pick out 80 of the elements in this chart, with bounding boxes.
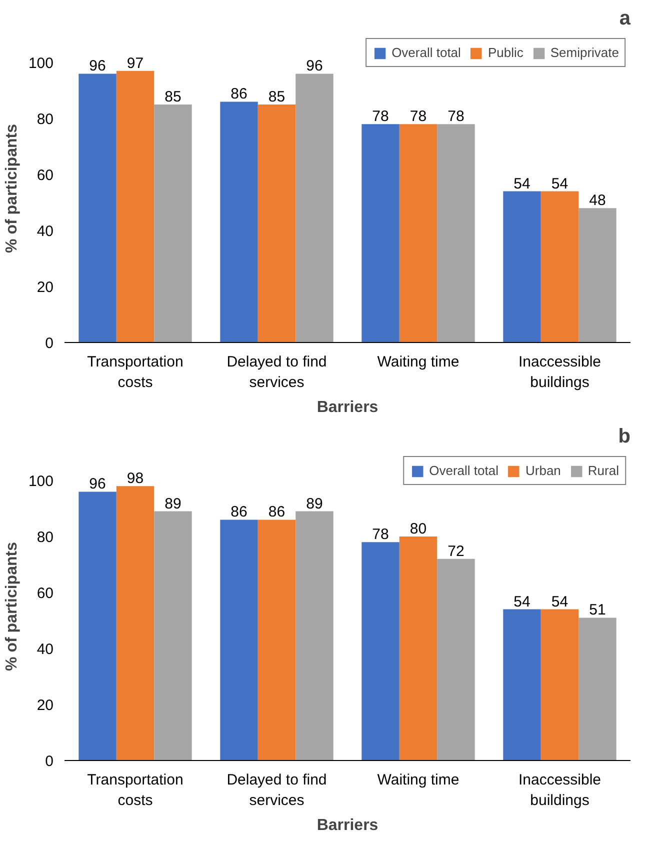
bar [220, 102, 258, 342]
data-label: 54 [514, 175, 530, 192]
data-label: 54 [514, 593, 530, 610]
bar [154, 104, 192, 342]
bar [578, 618, 616, 760]
data-label: 54 [551, 593, 568, 610]
bar [437, 558, 475, 760]
bar [362, 124, 400, 342]
bar [258, 520, 296, 760]
bar [578, 208, 616, 342]
text: b [618, 426, 630, 448]
data-label: 80 [410, 520, 427, 538]
bar [362, 542, 400, 760]
bar [503, 609, 541, 760]
data-label: 51 [589, 602, 606, 619]
data-label: 72 [448, 542, 464, 560]
bar [437, 124, 475, 342]
bar [220, 520, 258, 760]
data-label: 96 [306, 58, 323, 75]
legend-label: Overall total [429, 463, 498, 478]
bar [116, 486, 154, 760]
y-axis-title: % of participants [3, 124, 20, 253]
data-label: 54 [551, 175, 568, 192]
bar [116, 70, 154, 342]
x-axis-title: Barriers [316, 816, 378, 834]
y-tick-label: 20 [36, 279, 54, 296]
data-label: 86 [230, 86, 248, 103]
y-tick-label: 0 [45, 753, 54, 770]
legend-label: Rural [588, 463, 619, 478]
bar [540, 609, 579, 760]
data-label: 78 [448, 108, 464, 126]
bar [258, 104, 296, 342]
x-tick-label: Delayed to find services [226, 772, 327, 809]
data-label: 97 [126, 54, 144, 72]
legend-label: Semiprivate [550, 45, 619, 60]
y-tick-label: 60 [36, 585, 54, 602]
y-tick-label: 20 [36, 697, 54, 714]
data-label: 85 [164, 88, 182, 106]
y-tick-label: 40 [36, 223, 54, 240]
y-tick-label: 80 [36, 529, 54, 546]
x-tick-label: Inaccessible buildings [518, 354, 602, 391]
legend-label: Urban [526, 463, 561, 478]
x-tick-label: Waiting time [377, 354, 460, 370]
x-tick-label: Inaccessible buildings [518, 772, 602, 809]
text: a [619, 8, 632, 30]
y-axis-title: % of participants [3, 542, 20, 671]
data-label: 98 [126, 470, 144, 488]
x-tick-label: Transportation costs [87, 772, 184, 809]
y-tick-label: 100 [28, 55, 54, 72]
bar [540, 191, 579, 342]
x-tick-label: Delayed to find services [226, 354, 327, 391]
legend-label: Overall total [392, 45, 461, 60]
y-tick-label: 80 [36, 111, 54, 128]
bar [78, 492, 116, 760]
data-label: 86 [230, 504, 248, 521]
data-label: 78 [372, 526, 389, 544]
data-label: 48 [589, 192, 606, 210]
data-label: 89 [164, 495, 182, 512]
bar [296, 74, 334, 342]
legend-label: Public [488, 45, 524, 60]
bar [78, 74, 116, 342]
data-label: 85 [268, 88, 286, 106]
x-tick-label: Transportation costs [87, 354, 184, 391]
x-axis-title: Barriers [316, 398, 378, 416]
data-label: 96 [89, 58, 106, 75]
bar [399, 536, 438, 760]
y-tick-label: 60 [36, 167, 54, 184]
data-label: 78 [410, 108, 427, 126]
data-label: 78 [372, 108, 389, 126]
bar [399, 124, 438, 342]
data-label: 96 [89, 476, 106, 493]
bar [154, 511, 192, 760]
data-label: 86 [268, 504, 286, 521]
y-tick-label: 0 [45, 335, 54, 352]
data-label: 89 [306, 495, 323, 512]
y-tick-label: 100 [28, 473, 54, 490]
bar [503, 191, 541, 342]
y-tick-label: 40 [36, 641, 54, 658]
bar [296, 511, 334, 760]
x-tick-label: Waiting time [377, 772, 460, 788]
